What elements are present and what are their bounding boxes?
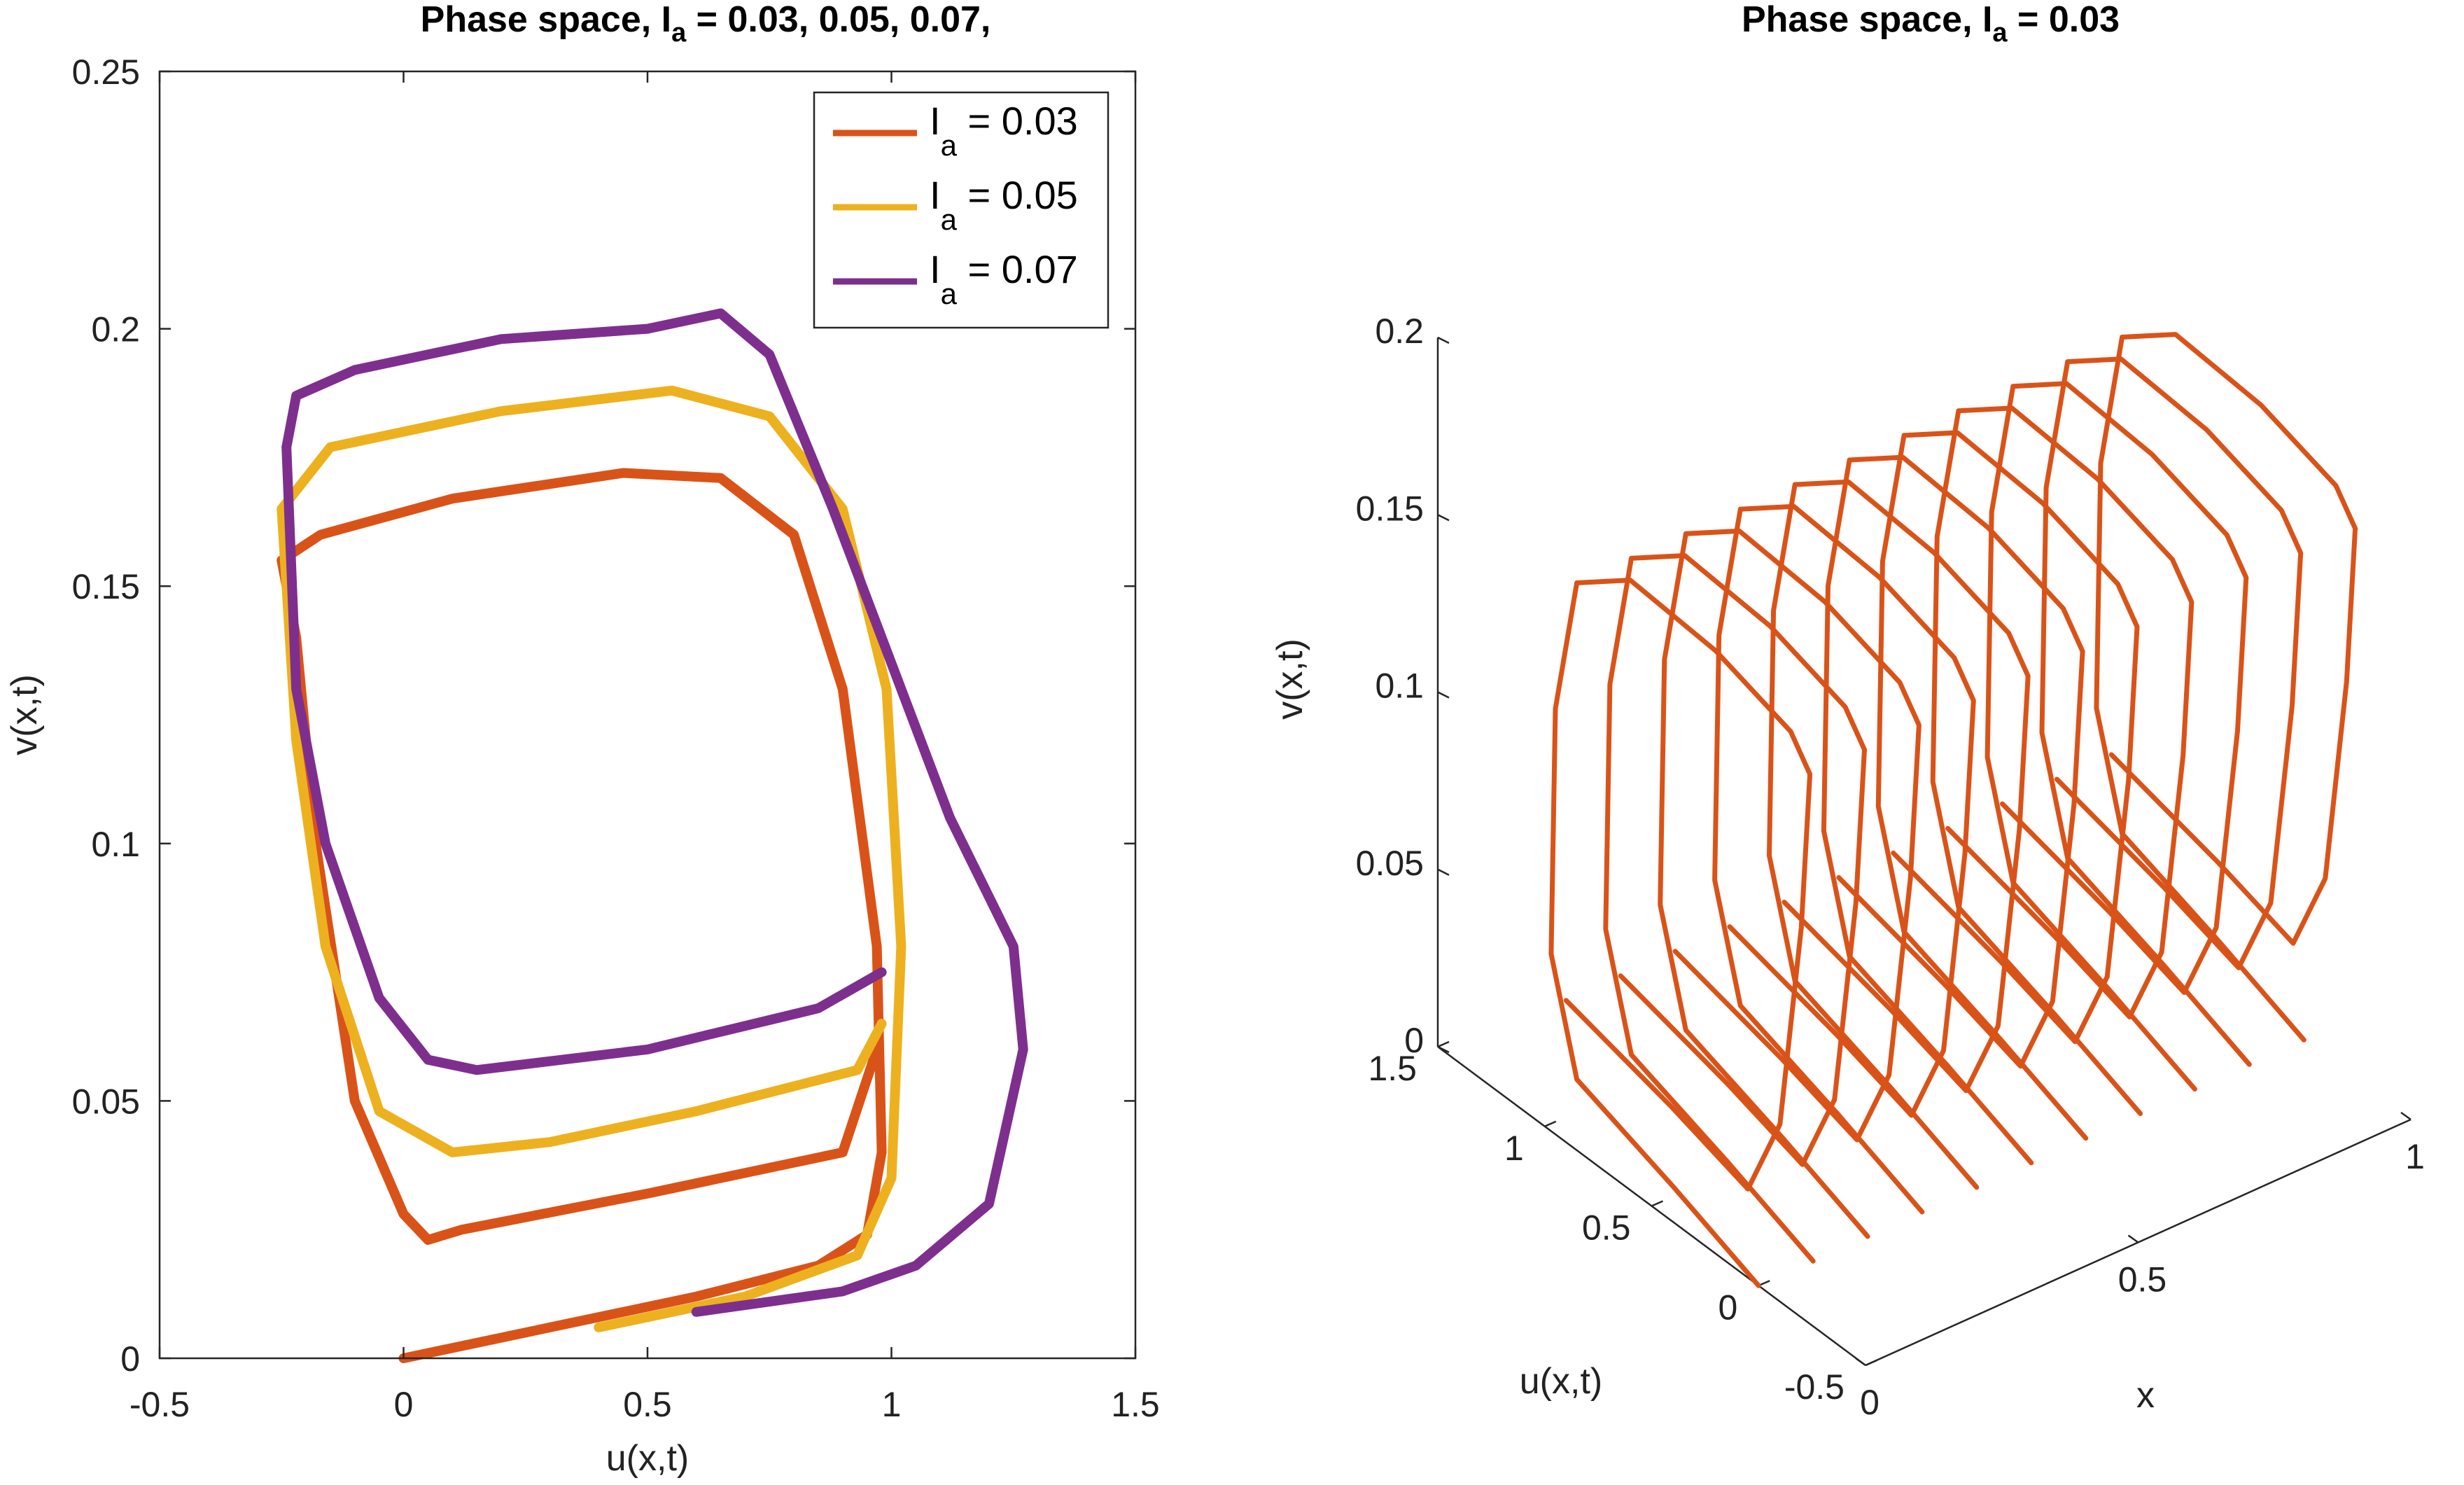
legend-label: Ia = 0.07 [930,247,1078,310]
right-chart-title: Phase space, Ia = 0.03 [1742,0,2120,48]
slice-loop-1 [1603,553,1867,1264]
y-tick-label: 0.25 [72,53,140,92]
u-tick-label: 0.5 [1582,1208,1631,1248]
slice-loop-10 [2094,332,2358,1043]
left-chart-title: Phase space, Ia = 0.03, 0.05, 0.07, [421,0,991,48]
left-legend: Ia = 0.03 Ia = 0.05 Ia = 0.07 [813,91,1110,329]
v-tick-label: 0.05 [1356,844,1424,883]
slice-loop-8 [1984,381,2249,1092]
v-tick-label: 0.2 [1375,312,1424,351]
y-tick-label: 0.05 [72,1082,140,1121]
slice-loop-0 [1548,578,1813,1288]
y-tick-label: 0.15 [72,567,140,606]
u-tick-mark [1437,1040,1450,1048]
y-tick-label: 0.1 [91,825,140,864]
u-tick-label: 0 [1718,1288,1737,1327]
x-tick-label: 1 [2405,1137,2425,1176]
x-tick-label: 0 [1860,1383,1879,1422]
right-v-axis-label: v(x,t) [1270,639,1310,720]
left-y-axis-label: v(x,t) [4,674,45,755]
v-tick-mark [1437,1045,1450,1054]
x-tick-label: -0.5 [130,1385,190,1424]
u-tick-label: 1 [1504,1129,1524,1168]
x-tick-mark [2400,1111,2412,1121]
right-tick-labels: 00.51-0.500.511.500.050.10.150.2 [1356,312,2425,1422]
left-chart: Phase space, Ia = 0.03, 0.05, 0.07, -0.5… [4,0,1160,1479]
y-tick-label: 0 [120,1339,140,1379]
v-tick-mark [1437,868,1450,876]
slice-loop-6 [1875,430,2140,1141]
x-tick-mark [2127,1234,2139,1243]
legend-label: Ia = 0.03 [930,99,1078,162]
slice-loop-7 [1930,405,2194,1116]
legend-label: Ia = 0.05 [930,173,1078,236]
slice-loop-4 [1767,479,2031,1190]
x-tick-label: 0.5 [2118,1260,2167,1299]
v-tick-label: 0 [1404,1021,1424,1060]
v-tick-mark [1437,336,1450,344]
slice-loop-9 [2039,356,2304,1067]
v-tick-mark [1437,514,1450,522]
slice-loop-2 [1658,528,1921,1239]
right-u-axis-label: u(x,t) [1520,1361,1602,1402]
u-tick-label: 1.5 [1368,1049,1417,1088]
left-tick-labels: -0.5 0 0.5 1 1.5 0 0.05 0.1 0.15 0.2 0.25 [72,53,1160,1424]
right-x-axis-label: x [2136,1375,2155,1416]
u-tick-mark [1865,1359,1877,1367]
u-tick-mark [1544,1120,1557,1127]
series-line-1 [276,385,906,1332]
left-tick-marks [158,70,1137,1360]
right-3d-axes [1436,336,2412,1367]
x-tick-label: 1 [882,1385,902,1424]
v-tick-label: 0.15 [1356,489,1424,528]
x-tick-label: 0.5 [623,1385,672,1424]
series-line-0 [276,468,887,1363]
y-tick-label: 0.2 [91,310,140,349]
x-tick-mark [1855,1357,1866,1367]
right-chart: Phase space, Ia = 0.03 0 0.5 1 -0.5 0 0.5 1 1.5… [1270,0,2425,1422]
x-tick-label: 1.5 [1111,1385,1160,1424]
u-tick-label: -0.5 [1784,1367,1844,1407]
series-line-2 [281,308,1028,1317]
u-tick-mark [1651,1200,1664,1207]
slice-loop-5 [1821,454,2085,1166]
v-tick-label: 0.1 [1375,667,1424,706]
slice-loop-3 [1712,503,1976,1215]
v-tick-mark [1437,691,1450,699]
left-plot-lines [276,308,1028,1363]
x-tick-label: 0 [394,1385,414,1424]
left-x-axis-label: u(x,t) [606,1438,689,1479]
right-plot-lines [1548,332,2358,1288]
